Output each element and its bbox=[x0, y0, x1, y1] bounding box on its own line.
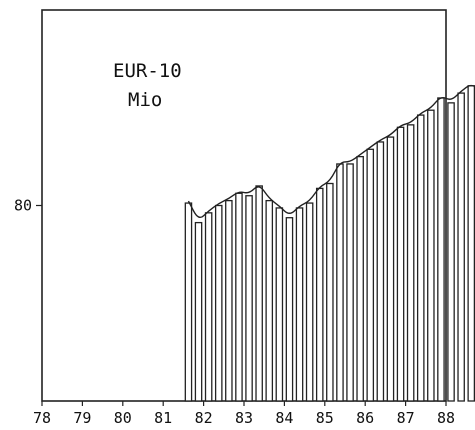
bar bbox=[255, 185, 263, 402]
bar bbox=[336, 163, 344, 402]
x-tick-label: 84 bbox=[275, 409, 293, 427]
bar bbox=[305, 202, 314, 402]
x-tick-label: 86 bbox=[356, 409, 374, 427]
x-tick-label: 81 bbox=[154, 409, 172, 427]
bar bbox=[326, 182, 334, 402]
bar bbox=[386, 136, 395, 402]
bar bbox=[346, 163, 354, 402]
bar bbox=[214, 204, 223, 402]
bar bbox=[245, 195, 253, 402]
y-axis: 80 bbox=[14, 197, 42, 215]
x-tick-label: 82 bbox=[195, 409, 213, 427]
x-tick-label: 85 bbox=[316, 409, 334, 427]
x-tick-label: 80 bbox=[114, 409, 132, 427]
bar bbox=[184, 202, 193, 402]
bar bbox=[437, 97, 445, 402]
bar bbox=[416, 114, 425, 402]
bar bbox=[447, 102, 455, 402]
chart-subtitle: Mio bbox=[128, 89, 162, 111]
bar bbox=[315, 187, 324, 402]
bar bbox=[356, 155, 364, 402]
x-axis: 78 79 80 81 82 83 84 85 86 87 88 bbox=[33, 401, 455, 427]
bar bbox=[235, 192, 243, 402]
x-tick-label: 87 bbox=[397, 409, 415, 427]
bar bbox=[467, 85, 475, 402]
bar bbox=[204, 212, 213, 402]
y-tick-label: 80 bbox=[14, 197, 32, 215]
bar bbox=[406, 124, 415, 402]
x-tick-label: 88 bbox=[437, 409, 455, 427]
chart-title: EUR-10 bbox=[113, 60, 182, 82]
bar bbox=[285, 217, 294, 402]
bar-series bbox=[184, 85, 475, 402]
bar bbox=[225, 199, 233, 402]
bar bbox=[366, 148, 375, 402]
bar bbox=[396, 126, 405, 402]
x-tick-label: 83 bbox=[235, 409, 253, 427]
x-tick-label: 78 bbox=[33, 409, 51, 427]
trend-line bbox=[187, 84, 475, 219]
bar bbox=[427, 109, 435, 402]
bar bbox=[275, 207, 284, 402]
bar bbox=[295, 207, 304, 402]
x-tick-label: 79 bbox=[73, 409, 91, 427]
bar bbox=[194, 221, 203, 402]
bar bbox=[376, 141, 385, 402]
plot-frame bbox=[41, 9, 447, 402]
bar bbox=[457, 92, 465, 402]
bar bbox=[265, 199, 274, 402]
